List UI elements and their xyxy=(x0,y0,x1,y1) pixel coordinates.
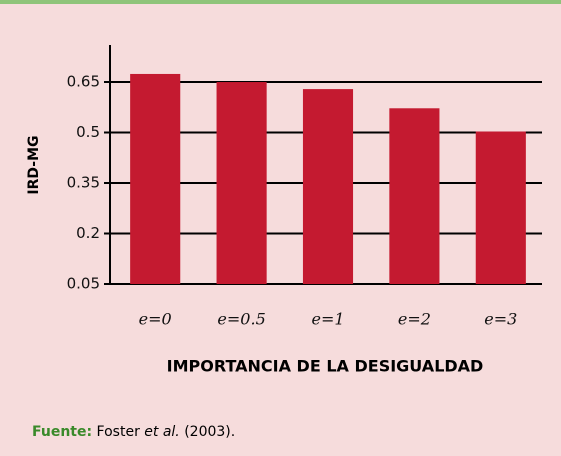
bar xyxy=(130,73,181,284)
y-axis-label: IRD-MG xyxy=(26,135,42,194)
x-tick-label: e=0.5 xyxy=(217,310,265,329)
y-tick-label: 0.05 xyxy=(67,275,100,293)
x-tick-label: e=0 xyxy=(139,310,172,329)
source-label: Fuente: xyxy=(32,424,92,440)
y-tick-label: 0.65 xyxy=(67,73,100,91)
bar xyxy=(389,108,440,284)
source-note: Fuente: Foster et al. (2003). xyxy=(32,424,235,440)
y-tick-label: 0.5 xyxy=(76,123,100,141)
bar xyxy=(216,82,267,284)
source-etal: et al. xyxy=(144,424,179,440)
y-tick-label: 0.35 xyxy=(67,174,100,192)
y-tick-label: 0.2 xyxy=(76,224,100,242)
x-tick-label: e=3 xyxy=(484,310,517,329)
top-border xyxy=(0,0,561,4)
bar xyxy=(475,131,526,284)
x-tick-label: e=2 xyxy=(398,310,431,329)
x-axis-label: IMPORTANCIA DE LA DESIGUALDAD xyxy=(167,357,484,376)
bar xyxy=(302,89,354,284)
x-tick-label: e=1 xyxy=(311,310,344,329)
source-author: Foster xyxy=(97,424,141,440)
source-year: (2003). xyxy=(184,424,235,440)
